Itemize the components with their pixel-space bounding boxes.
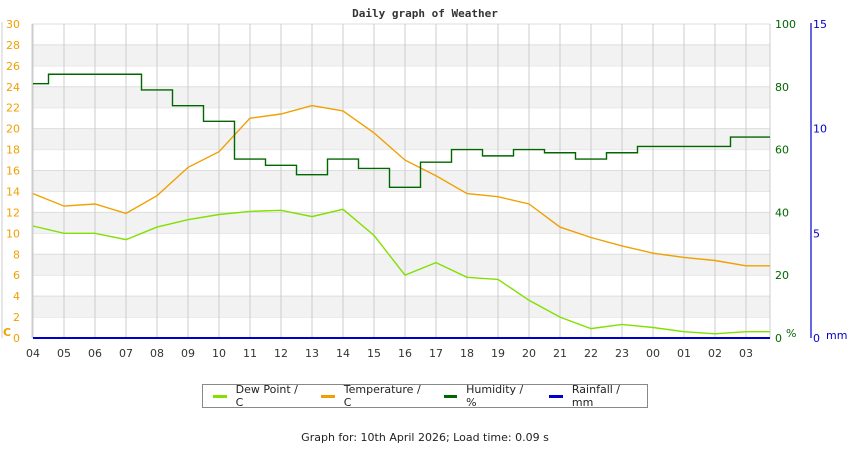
hour-gridlines: [32, 24, 747, 338]
legend-label: Dew Point / C: [235, 383, 298, 409]
svg-text:6: 6: [13, 269, 20, 282]
svg-text:01: 01: [677, 347, 691, 360]
svg-text:13: 13: [305, 347, 319, 360]
svg-text:80: 80: [775, 81, 789, 94]
svg-text:4: 4: [13, 290, 20, 303]
legend-label: Temperature / C: [343, 383, 421, 409]
legend-label: Rainfall / mm: [571, 383, 621, 409]
plot-background-bands: [1, 22, 771, 338]
temperature-swatch: [321, 394, 335, 398]
svg-text:07: 07: [119, 347, 133, 360]
svg-text:11: 11: [243, 347, 257, 360]
rainfall-swatch: [549, 394, 563, 398]
legend-label: Humidity / %: [466, 383, 524, 409]
svg-text:08: 08: [150, 347, 164, 360]
legend-item-humidity: Humidity / %: [443, 383, 536, 409]
time-axis: 04 05 06 07 08 09 10 11 12 13 14 15 16 17 18 19 20 21 22 23…: [26, 347, 753, 360]
svg-text:14: 14: [6, 185, 20, 198]
svg-text:60: 60: [775, 144, 789, 157]
svg-text:20: 20: [6, 123, 20, 136]
svg-text:09: 09: [181, 347, 195, 360]
temperature-line: [32, 104, 770, 267]
svg-text:02: 02: [708, 347, 722, 360]
humidity-swatch: [443, 394, 458, 398]
svg-text:10: 10: [6, 227, 20, 240]
svg-text:10: 10: [813, 123, 827, 136]
svg-text:06: 06: [88, 347, 102, 360]
svg-text:40: 40: [775, 206, 789, 219]
rainfall-axis: 0 5 10 15 mm: [810, 18, 847, 345]
series-lines: [32, 73, 770, 339]
svg-text:19: 19: [491, 347, 505, 360]
legend-item-rainfall: Rainfall / mm: [549, 383, 643, 409]
svg-text:17: 17: [429, 347, 443, 360]
svg-text:0: 0: [13, 332, 20, 345]
svg-text:%: %: [786, 327, 796, 340]
svg-text:0: 0: [813, 332, 820, 345]
svg-text:04: 04: [26, 347, 40, 360]
humidity-axis: 0 20 40 60 80 100%: [775, 18, 796, 345]
svg-text:5: 5: [813, 227, 820, 240]
svg-text:30: 30: [6, 18, 20, 31]
svg-text:16: 16: [6, 165, 20, 178]
svg-text:12: 12: [274, 347, 288, 360]
chart-title: Daily graph of Weather: [352, 7, 498, 20]
svg-text:15: 15: [813, 18, 827, 31]
svg-text:20: 20: [522, 347, 536, 360]
svg-text:24: 24: [6, 81, 20, 94]
svg-text:23: 23: [615, 347, 629, 360]
dew-point-line: [32, 208, 770, 335]
svg-text:22: 22: [6, 102, 20, 115]
legend-item-dew-point: Dew Point / C: [213, 383, 307, 409]
dew-point-swatch: [213, 394, 227, 398]
svg-text:18: 18: [460, 347, 474, 360]
svg-text:0: 0: [775, 332, 782, 345]
svg-text:28: 28: [6, 39, 20, 52]
humidity-line: [33, 73, 770, 188]
svg-text:20: 20: [775, 269, 789, 282]
svg-text:12: 12: [6, 206, 20, 219]
svg-text:03: 03: [739, 347, 753, 360]
svg-text:10: 10: [212, 347, 226, 360]
svg-text:16: 16: [398, 347, 412, 360]
svg-text:00: 00: [646, 347, 660, 360]
svg-text:14: 14: [336, 347, 350, 360]
svg-text:mm: mm: [826, 329, 847, 342]
svg-text:100: 100: [775, 18, 796, 31]
legend-item-temperature: Temperature / C: [321, 383, 429, 409]
svg-text:8: 8: [13, 248, 20, 261]
svg-text:18: 18: [6, 144, 20, 157]
chart-legend: Dew Point / C Temperature / C Humidity /…: [202, 383, 648, 409]
svg-text:22: 22: [584, 347, 598, 360]
svg-text:15: 15: [367, 347, 381, 360]
svg-text:05: 05: [57, 347, 71, 360]
graph-footer: Graph for: 10th April 2026; Load time: 0…: [301, 431, 549, 444]
svg-text:21: 21: [553, 347, 567, 360]
svg-text:C: C: [3, 326, 11, 339]
svg-text:2: 2: [13, 311, 20, 324]
svg-text:26: 26: [6, 60, 20, 73]
